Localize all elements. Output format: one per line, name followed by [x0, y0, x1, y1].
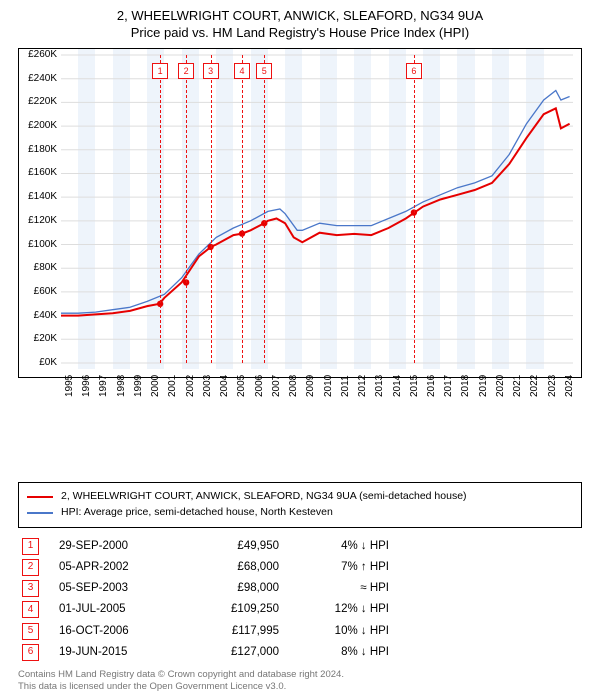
sale-row: 6 19-JUN-2015 £127,000 8% ↓ HPI: [18, 642, 582, 663]
sales-table: 1 29-SEP-2000 £49,950 4% ↓ HPI 2 05-APR-2002 £…: [18, 536, 582, 664]
sale-price: £109,250: [199, 599, 279, 620]
x-tick-label: 2003: [202, 375, 213, 397]
x-tick-label: 2008: [288, 375, 299, 397]
legend-swatch: [27, 512, 53, 514]
footer-line2: This data is licensed under the Open Gov…: [18, 681, 582, 693]
sale-price: £117,995: [199, 621, 279, 642]
sale-delta: 10% ↓ HPI: [299, 621, 389, 642]
sale-row: 5 16-OCT-2006 £117,995 10% ↓ HPI: [18, 621, 582, 642]
chart-frame: £0K£20K£40K£60K£80K£100K£120K£140K£160K£…: [18, 48, 582, 378]
sale-marker-line: [160, 55, 161, 363]
sale-date: 29-SEP-2000: [59, 536, 179, 557]
x-tick-label: 1999: [133, 375, 144, 397]
x-tick-label: 2005: [236, 375, 247, 397]
x-tick-label: 2010: [323, 375, 334, 397]
sale-marker-box: 5: [256, 63, 272, 79]
sale-marker-box: 1: [152, 63, 168, 79]
sale-delta: 12% ↓ HPI: [299, 599, 389, 620]
x-tick-label: 1997: [98, 375, 109, 397]
x-tick-label: 2019: [478, 375, 489, 397]
sale-index-box: 2: [22, 559, 39, 576]
x-tick-label: 2004: [219, 375, 230, 397]
chart-titles: 2, WHEELWRIGHT COURT, ANWICK, SLEAFORD, …: [0, 0, 600, 44]
legend-item: HPI: Average price, semi-detached house,…: [27, 505, 573, 521]
x-tick-label: 2002: [185, 375, 196, 397]
sale-row: 1 29-SEP-2000 £49,950 4% ↓ HPI: [18, 536, 582, 557]
series-price-paid: [61, 108, 570, 315]
sale-row: 3 05-SEP-2003 £98,000 ≈ HPI: [18, 578, 582, 599]
x-tick-label: 2009: [305, 375, 316, 397]
x-tick-label: 2023: [547, 375, 558, 397]
legend-item: 2, WHEELWRIGHT COURT, ANWICK, SLEAFORD, …: [27, 489, 573, 505]
plot-area: £0K£20K£40K£60K£80K£100K£120K£140K£160K£…: [19, 49, 581, 369]
x-tick-label: 2021: [512, 375, 523, 397]
sale-date: 19-JUN-2015: [59, 642, 179, 663]
sale-marker-box: 2: [178, 63, 194, 79]
legend-swatch: [27, 496, 53, 498]
sale-marker-line: [414, 55, 415, 363]
x-tick-label: 2011: [340, 375, 351, 397]
chart-svg: [19, 49, 579, 369]
title-address: 2, WHEELWRIGHT COURT, ANWICK, SLEAFORD, …: [10, 8, 590, 23]
sale-date: 01-JUL-2005: [59, 599, 179, 620]
x-tick-label: 2022: [529, 375, 540, 397]
sale-index-box: 3: [22, 580, 39, 597]
sale-date: 16-OCT-2006: [59, 621, 179, 642]
series-hpi: [61, 91, 570, 314]
x-tick-label: 2017: [443, 375, 454, 397]
x-tick-label: 2006: [254, 375, 265, 397]
x-tick-label: 2018: [460, 375, 471, 397]
sale-index-box: 1: [22, 538, 39, 555]
sale-marker-box: 3: [203, 63, 219, 79]
sale-marker-line: [211, 55, 212, 363]
legend-label: HPI: Average price, semi-detached house,…: [61, 505, 333, 521]
sale-row: 4 01-JUL-2005 £109,250 12% ↓ HPI: [18, 599, 582, 620]
sale-index-box: 4: [22, 601, 39, 618]
x-tick-label: 2020: [495, 375, 506, 397]
sale-date: 05-SEP-2003: [59, 578, 179, 599]
sale-price: £68,000: [199, 557, 279, 578]
footer-attribution: Contains HM Land Registry data © Crown c…: [18, 669, 582, 694]
title-subtitle: Price paid vs. HM Land Registry's House …: [10, 25, 590, 40]
sale-delta: ≈ HPI: [299, 578, 389, 599]
legend-label: 2, WHEELWRIGHT COURT, ANWICK, SLEAFORD, …: [61, 489, 467, 505]
sale-marker-line: [264, 55, 265, 363]
sale-marker-box: 6: [406, 63, 422, 79]
x-tick-label: 1996: [81, 375, 92, 397]
x-tick-label: 2007: [271, 375, 282, 397]
x-tick-label: 2012: [357, 375, 368, 397]
sale-price: £98,000: [199, 578, 279, 599]
sale-index-box: 6: [22, 644, 39, 661]
x-tick-label: 2013: [374, 375, 385, 397]
sale-index-box: 5: [22, 623, 39, 640]
x-tick-label: 2000: [150, 375, 161, 397]
x-tick-label: 2015: [409, 375, 420, 397]
sale-delta: 8% ↓ HPI: [299, 642, 389, 663]
x-tick-label: 1995: [64, 375, 75, 397]
sale-date: 05-APR-2002: [59, 557, 179, 578]
sale-marker-box: 4: [234, 63, 250, 79]
sale-row: 2 05-APR-2002 £68,000 7% ↑ HPI: [18, 557, 582, 578]
legend: 2, WHEELWRIGHT COURT, ANWICK, SLEAFORD, …: [18, 482, 582, 528]
sale-marker-line: [242, 55, 243, 363]
sale-price: £127,000: [199, 642, 279, 663]
x-tick-label: 2001: [167, 375, 178, 397]
x-tick-label: 2024: [564, 375, 575, 397]
x-tick-label: 2016: [426, 375, 437, 397]
x-tick-label: 1998: [116, 375, 127, 397]
sale-delta: 7% ↑ HPI: [299, 557, 389, 578]
x-tick-label: 2014: [392, 375, 403, 397]
sale-delta: 4% ↓ HPI: [299, 536, 389, 557]
sale-marker-line: [186, 55, 187, 363]
sale-price: £49,950: [199, 536, 279, 557]
